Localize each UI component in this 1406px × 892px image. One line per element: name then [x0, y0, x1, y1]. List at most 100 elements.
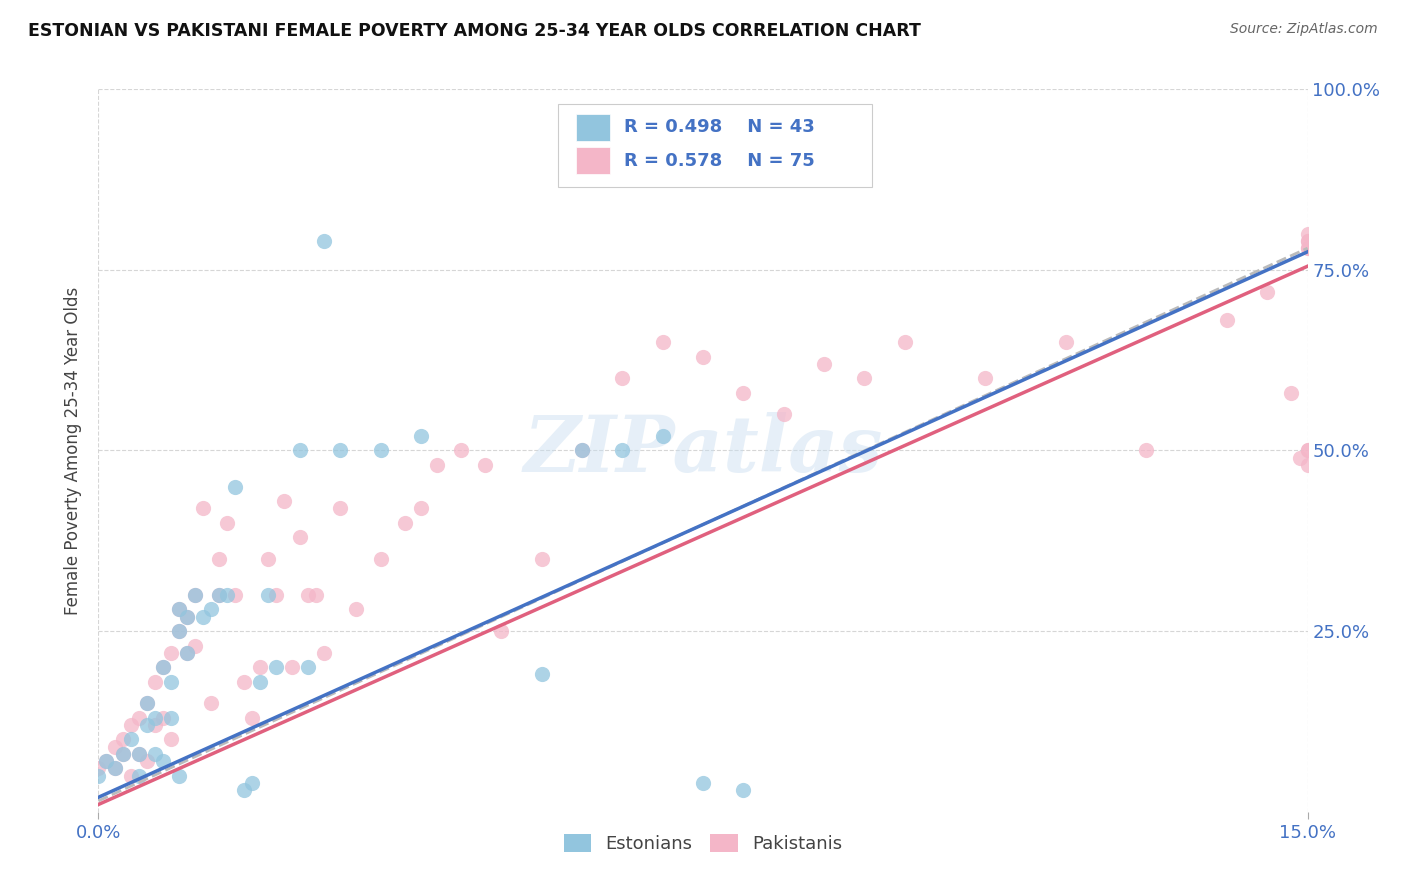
Point: [1054, 334, 1077, 349]
Point: [152, 754, 174, 768]
Text: R = 0.498    N = 43: R = 0.498 N = 43: [624, 119, 815, 136]
Point: [193, 609, 215, 624]
Point: [143, 747, 166, 761]
Point: [176, 646, 198, 660]
Point: [111, 732, 134, 747]
Point: [152, 660, 174, 674]
Point: [232, 674, 254, 689]
Point: [128, 747, 150, 761]
Point: [184, 639, 207, 653]
Point: [240, 711, 263, 725]
FancyBboxPatch shape: [558, 103, 872, 186]
Point: [1296, 241, 1319, 255]
Point: [772, 407, 794, 421]
Point: [96, 754, 118, 768]
Point: [176, 609, 198, 624]
Point: [1296, 443, 1319, 458]
Point: [160, 732, 183, 747]
Point: [167, 602, 190, 616]
Point: [893, 334, 915, 349]
Point: [208, 588, 231, 602]
Point: [256, 588, 278, 602]
Point: [232, 783, 254, 797]
Point: [1281, 385, 1303, 400]
Point: [733, 385, 755, 400]
Point: [1296, 227, 1319, 241]
Point: [103, 739, 125, 754]
Point: [184, 588, 207, 602]
Point: [409, 501, 432, 516]
Point: [571, 443, 593, 458]
Point: [281, 660, 304, 674]
Point: [143, 674, 166, 689]
Point: [409, 429, 432, 443]
Point: [167, 769, 190, 783]
Point: [1256, 285, 1278, 299]
Point: [651, 334, 673, 349]
Point: [208, 588, 231, 602]
Point: [160, 674, 183, 689]
Point: [1296, 241, 1319, 255]
Bar: [576, 114, 610, 141]
Point: [120, 732, 142, 747]
Point: [491, 624, 513, 639]
Point: [288, 530, 311, 544]
Point: [288, 443, 311, 458]
Point: [152, 660, 174, 674]
Point: [87, 769, 110, 783]
Point: [530, 551, 553, 566]
Point: [329, 443, 352, 458]
Point: [128, 769, 150, 783]
Point: [224, 588, 246, 602]
Point: [853, 371, 876, 385]
Point: [264, 660, 287, 674]
Point: [974, 371, 997, 385]
Point: [111, 747, 134, 761]
Point: [167, 624, 190, 639]
Point: [297, 660, 319, 674]
Point: [249, 660, 271, 674]
Point: [692, 350, 714, 364]
Point: [120, 769, 142, 783]
Point: [1296, 443, 1319, 458]
Point: [733, 783, 755, 797]
Point: [264, 588, 287, 602]
Point: [370, 443, 392, 458]
Point: [120, 718, 142, 732]
Bar: [576, 147, 610, 175]
Point: [314, 234, 336, 248]
Text: ESTONIAN VS PAKISTANI FEMALE POVERTY AMONG 25-34 YEAR OLDS CORRELATION CHART: ESTONIAN VS PAKISTANI FEMALE POVERTY AMO…: [28, 22, 921, 40]
Point: [176, 609, 198, 624]
Point: [329, 501, 352, 516]
Legend: Estonians, Pakistanis: Estonians, Pakistanis: [557, 827, 849, 861]
Point: [1135, 443, 1157, 458]
Y-axis label: Female Poverty Among 25-34 Year Olds: Female Poverty Among 25-34 Year Olds: [65, 286, 83, 615]
Point: [167, 624, 190, 639]
Point: [217, 516, 239, 530]
Point: [240, 776, 263, 790]
Point: [200, 602, 222, 616]
Point: [111, 747, 134, 761]
Point: [135, 696, 157, 710]
Point: [692, 776, 714, 790]
Point: [256, 551, 278, 566]
Point: [394, 516, 416, 530]
Point: [426, 458, 449, 472]
Point: [1296, 458, 1319, 472]
Point: [193, 501, 215, 516]
Point: [474, 458, 496, 472]
Point: [208, 551, 231, 566]
Text: Source: ZipAtlas.com: Source: ZipAtlas.com: [1230, 22, 1378, 37]
Point: [224, 480, 246, 494]
Point: [612, 443, 634, 458]
Point: [530, 667, 553, 681]
Point: [96, 754, 118, 768]
Point: [813, 357, 835, 371]
Point: [128, 711, 150, 725]
Point: [143, 711, 166, 725]
Point: [103, 761, 125, 775]
Point: [217, 588, 239, 602]
Point: [314, 646, 336, 660]
Point: [160, 711, 183, 725]
Point: [176, 646, 198, 660]
